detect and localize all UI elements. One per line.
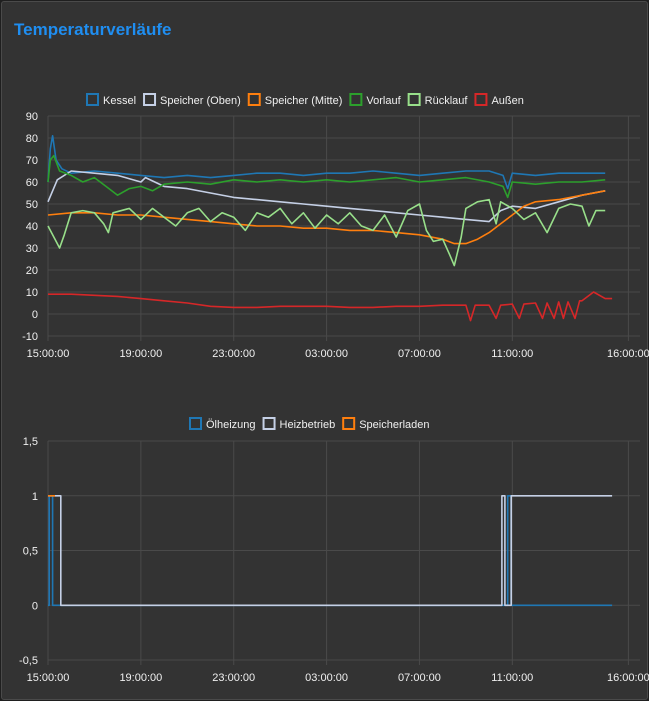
legend-swatch <box>247 93 261 106</box>
y-tick-label: 20 <box>26 265 38 277</box>
y-tick-label: 50 <box>26 199 38 211</box>
legend-item[interactable]: Speicherladen <box>342 417 430 431</box>
y-tick-label: 0,5 <box>23 546 38 558</box>
x-tick-label: 15:00:00 <box>27 348 70 360</box>
y-tick-label: 1,5 <box>23 436 38 448</box>
chart-2: -0,5 0 0,5 1 1,5 15:00:00 19:00:00 23:00:00 03:0… <box>19 417 649 684</box>
legend-label: Speicherladen <box>359 419 429 431</box>
x-tick-label: 19:00:00 <box>119 348 162 360</box>
y-tick-label: 1 <box>32 491 38 503</box>
series-line-speicher-oben- <box>47 170 606 223</box>
chart-1: -10 0 10 20 30 40 50 60 70 80 90 15:00:00 19:00:00 23… <box>22 93 649 360</box>
legend-item[interactable]: Heizbetrieb <box>262 417 336 431</box>
y-tick-label: 90 <box>26 111 38 123</box>
legend-item[interactable]: Speicher (Oben) <box>143 93 241 107</box>
y-tick-label: -10 <box>22 331 38 343</box>
legend-item[interactable]: Vorlauf <box>349 93 402 107</box>
series-line-außen <box>48 291 613 322</box>
x-tick-label: 03:00:00 <box>305 348 348 360</box>
legend-swatch <box>349 93 363 106</box>
legend-label: Ölheizung <box>206 419 256 431</box>
x-tick-label: 03:00:00 <box>305 672 348 684</box>
x-tick-label: 07:00:00 <box>398 672 441 684</box>
legend-swatch <box>474 93 488 106</box>
legend-swatch <box>189 417 202 430</box>
legend-item[interactable]: Kessel <box>86 93 136 107</box>
legend-swatch <box>342 417 356 430</box>
legend-item[interactable]: Ölheizung <box>189 417 256 431</box>
legend-item[interactable]: Außen <box>474 93 524 107</box>
legend-item[interactable]: Rücklauf <box>407 93 469 107</box>
y-tick-label: -0,5 <box>19 655 38 667</box>
legend-swatch <box>407 93 421 106</box>
x-tick-label: 23:00:00 <box>212 672 255 684</box>
series-line-rücklauf <box>47 198 606 267</box>
panel-title: Temperaturverläufe <box>14 20 172 39</box>
y-tick-label: 10 <box>26 287 38 299</box>
legend-label: Heizbetrieb <box>280 419 336 431</box>
series-line-kessel <box>47 135 606 190</box>
legend-label: Speicher (Oben) <box>160 95 241 107</box>
y-tick-label: 0 <box>32 309 38 321</box>
y-tick-label: 40 <box>26 221 38 233</box>
x-tick-label: 11:00:00 <box>491 348 533 360</box>
legend-label: Speicher (Mitte) <box>265 95 343 107</box>
legend-label: Außen <box>491 95 523 107</box>
y-tick-label: 70 <box>26 155 38 167</box>
legend-label: Rücklauf <box>425 95 469 107</box>
x-tick-label: 16:00:00 <box>607 348 649 360</box>
legend-swatch <box>86 93 99 106</box>
legend-label: Kessel <box>103 95 136 107</box>
series-line-vorlauf <box>47 154 606 199</box>
y-tick-label: 0 <box>32 600 38 612</box>
y-tick-label: 60 <box>26 177 38 189</box>
x-tick-label: 16:00:00 <box>607 672 649 684</box>
legend-item[interactable]: Speicher (Mitte) <box>247 93 343 107</box>
x-tick-label: 15:00:00 <box>27 672 70 684</box>
legend-swatch <box>143 93 157 106</box>
legend-swatch <box>262 417 276 430</box>
x-tick-label: 23:00:00 <box>212 348 255 360</box>
x-tick-label: 11:00:00 <box>491 672 533 684</box>
x-tick-label: 07:00:00 <box>398 348 441 360</box>
legend-label: Vorlauf <box>366 95 401 107</box>
x-tick-label: 19:00:00 <box>119 672 162 684</box>
y-tick-label: 30 <box>26 243 38 255</box>
y-tick-label: 80 <box>26 133 38 145</box>
series-line-heizbetrieb <box>48 495 613 607</box>
